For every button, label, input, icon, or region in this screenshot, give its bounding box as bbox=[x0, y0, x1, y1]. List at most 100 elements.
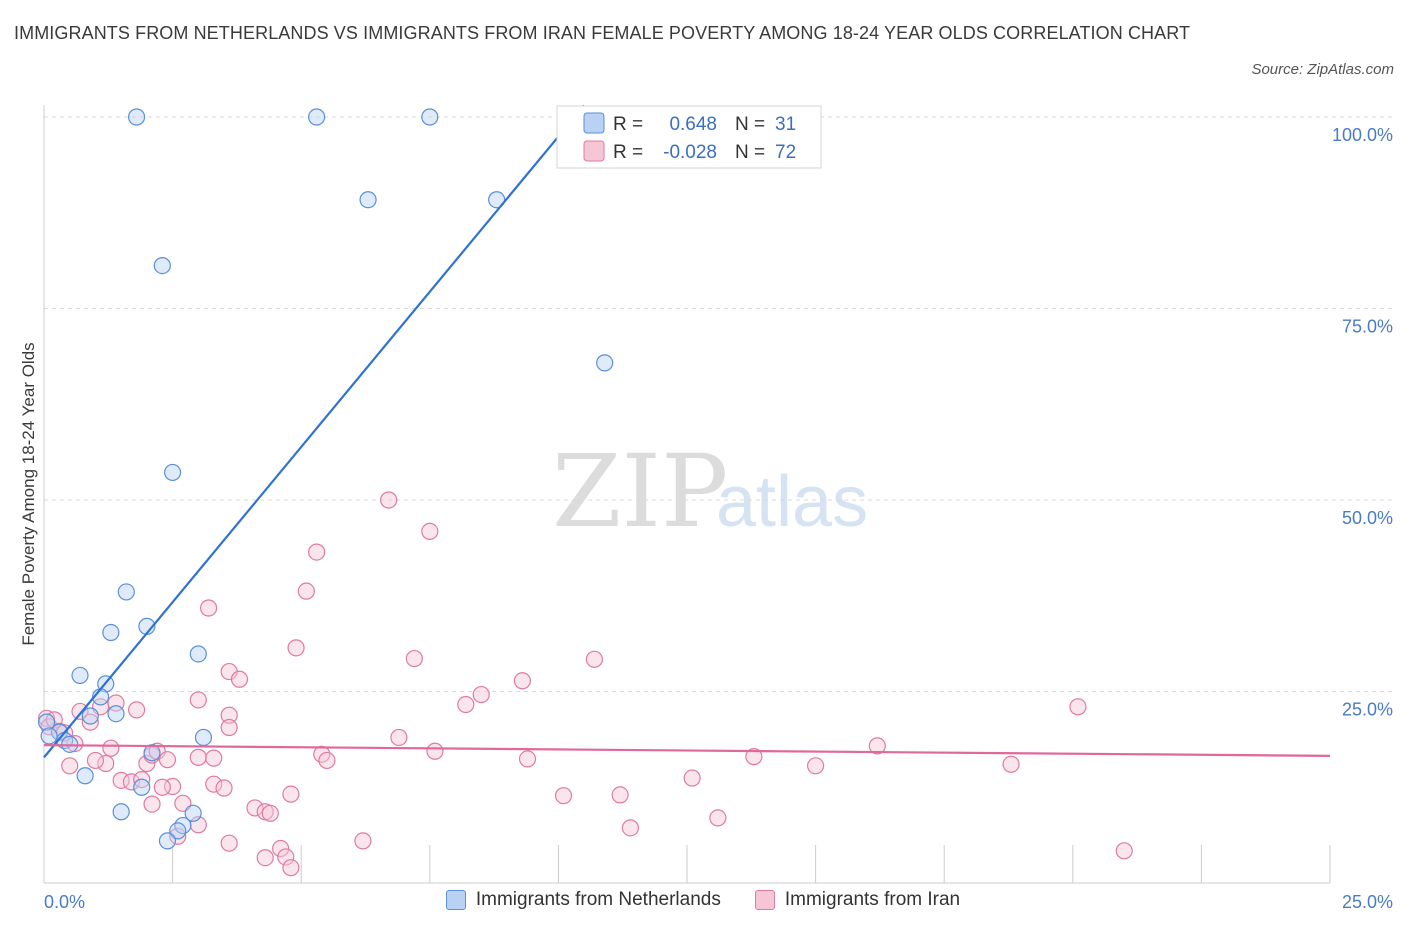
iran-point-31 bbox=[215, 779, 233, 797]
x-tick-label-1: 25.0% bbox=[1342, 892, 1393, 912]
netherlands-point-16 bbox=[81, 707, 99, 725]
iran-point-65 bbox=[621, 819, 640, 837]
netherlands-point-23 bbox=[143, 744, 161, 762]
stats-r-value-iran: -0.028 bbox=[663, 142, 717, 163]
iran-point-48 bbox=[277, 848, 295, 866]
stats-n-label-netherlands: N = bbox=[735, 114, 765, 135]
x-tick-labels: 0.0% 25.0% bbox=[44, 892, 1393, 912]
iran-point-53 bbox=[380, 491, 398, 509]
iran-point-49 bbox=[282, 859, 300, 877]
axes bbox=[43, 105, 1331, 884]
iran-point-11 bbox=[127, 701, 146, 719]
stats-r-label-iran: R = bbox=[613, 142, 643, 163]
iran-point-12 bbox=[61, 757, 79, 775]
netherlands-point-12 bbox=[71, 666, 89, 685]
iran-point-36 bbox=[246, 799, 264, 817]
iran-point-68 bbox=[745, 748, 763, 766]
stats-n-label-iran: N = bbox=[735, 142, 765, 163]
netherlands-point-15 bbox=[107, 705, 125, 723]
iran-point-59 bbox=[472, 685, 490, 704]
iran-point-38 bbox=[261, 804, 279, 822]
iran-point-60 bbox=[513, 672, 531, 690]
iran-point-35 bbox=[230, 670, 249, 688]
chart-title: IMMIGRANTS FROM NETHERLANDS VS IMMIGRANT… bbox=[14, 23, 1191, 43]
iran-point-28 bbox=[189, 748, 207, 766]
iran-point-18 bbox=[138, 754, 156, 773]
x-tick-label-0: 0.0% bbox=[44, 892, 85, 912]
iran-point-16 bbox=[122, 773, 141, 791]
iran-point-9 bbox=[102, 739, 120, 757]
netherlands-points bbox=[37, 108, 614, 850]
netherlands-point-17 bbox=[37, 713, 56, 731]
iran-point-44 bbox=[318, 751, 336, 770]
iran-point-55 bbox=[405, 649, 423, 668]
stats-swatch-iran bbox=[583, 140, 605, 162]
iran-point-47 bbox=[272, 839, 290, 858]
iran-point-57 bbox=[426, 742, 444, 760]
netherlands-point-6 bbox=[596, 354, 614, 372]
iran-point-45 bbox=[220, 834, 238, 852]
legend-label-iran: Immigrants from Iran bbox=[784, 889, 961, 910]
iran-point-70 bbox=[868, 737, 886, 755]
netherlands-point-2 bbox=[421, 108, 439, 126]
stats-swatch-netherlands bbox=[583, 112, 605, 134]
watermark-zip: ZIP bbox=[552, 433, 728, 550]
stats-r-value-netherlands: 0.648 bbox=[669, 114, 717, 135]
iran-point-7 bbox=[81, 713, 99, 731]
netherlands-point-8 bbox=[117, 583, 135, 601]
stats-legend: R = 0.648 N = 31 R = -0.028 N = 72 bbox=[556, 105, 822, 169]
iran-point-25 bbox=[174, 794, 192, 812]
y-tick-label-1: 50.0% bbox=[1342, 508, 1393, 528]
iran-point-30 bbox=[205, 775, 223, 793]
legend-item-iran[interactable]: Immigrants from Iran bbox=[754, 889, 961, 911]
gridlines bbox=[44, 116, 1394, 692]
iran-point-41 bbox=[297, 582, 315, 600]
legend-label-netherlands: Immigrants from Netherlands bbox=[475, 889, 721, 910]
netherlands-point-29 bbox=[169, 822, 187, 840]
iran-point-13 bbox=[97, 754, 115, 773]
iran-point-34 bbox=[220, 718, 238, 737]
trend-lines bbox=[43, 104, 1331, 759]
legend-item-netherlands[interactable]: Immigrants from Netherlands bbox=[445, 889, 721, 911]
netherlands-point-11 bbox=[189, 645, 207, 663]
iran-point-29 bbox=[205, 749, 223, 767]
iran-point-42 bbox=[308, 543, 326, 561]
iran-point-14 bbox=[86, 751, 105, 770]
iran-point-39 bbox=[282, 785, 300, 803]
iran-point-52 bbox=[354, 832, 372, 850]
netherlands-point-1 bbox=[308, 108, 326, 126]
iran-point-33 bbox=[220, 706, 238, 724]
y-tick-label-0: 25.0% bbox=[1342, 700, 1393, 720]
netherlands-point-7 bbox=[164, 463, 182, 482]
stats-n-value-iran: 72 bbox=[775, 142, 796, 163]
iran-point-50 bbox=[169, 827, 187, 845]
stats-n-value-netherlands: 31 bbox=[775, 114, 796, 135]
netherlands-point-24 bbox=[76, 767, 94, 785]
iran-point-71 bbox=[1002, 755, 1020, 773]
y-axis-label: Female Poverty Among 18-24 Year Olds bbox=[19, 342, 38, 645]
netherlands-point-25 bbox=[133, 778, 151, 796]
iran-point-64 bbox=[611, 786, 629, 804]
netherlands-point-0 bbox=[127, 108, 146, 126]
iran-point-21 bbox=[158, 751, 177, 769]
netherlands-trend-line bbox=[43, 104, 585, 759]
netherlands-point-21 bbox=[194, 728, 213, 747]
iran-point-54 bbox=[390, 728, 408, 747]
iran-point-62 bbox=[554, 787, 573, 805]
watermark-atlas: atlas bbox=[716, 462, 868, 542]
y-tick-label-3: 100.0% bbox=[1332, 125, 1393, 145]
netherlands-point-26 bbox=[112, 803, 130, 821]
iran-point-40 bbox=[287, 639, 305, 657]
iran-point-46 bbox=[256, 849, 274, 867]
iran-point-23 bbox=[153, 778, 171, 796]
iran-point-5 bbox=[66, 734, 84, 753]
y-tick-labels: 25.0% 50.0% 75.0% 100.0% bbox=[1332, 125, 1393, 720]
iran-point-56 bbox=[421, 522, 439, 541]
iran-point-67 bbox=[709, 809, 727, 827]
iran-point-72 bbox=[1069, 698, 1087, 716]
source-label: Source: ZipAtlas.com bbox=[1251, 61, 1394, 78]
iran-point-63 bbox=[585, 650, 604, 668]
iran-point-66 bbox=[683, 769, 701, 787]
